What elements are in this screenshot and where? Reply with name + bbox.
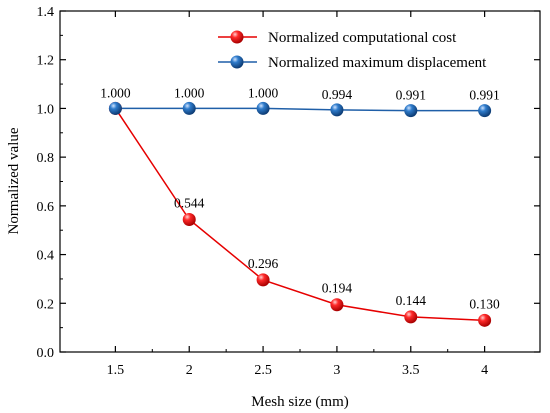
y-tick-label: 0.2 [37,297,55,312]
data-label-displacement: 0.991 [469,88,499,103]
data-point-displacement [404,104,418,118]
data-point-cost [404,310,418,324]
data-point-cost [256,273,270,287]
y-tick-label: 1.2 [37,54,55,69]
data-label-displacement: 1.000 [248,85,279,100]
data-point-cost [182,212,196,226]
data-label-displacement: 0.991 [396,88,426,103]
x-tick-label: 2 [186,363,193,378]
series-line-displacement [115,107,485,112]
data-label-displacement: 1.000 [174,85,205,100]
data-label-cost: 0.144 [396,293,427,308]
x-tick-label: 3 [333,363,340,378]
x-tick-label: 1.5 [107,363,125,378]
data-point-cost [478,313,492,327]
y-tick-label: 1.0 [37,102,55,117]
x-tick-label: 2.5 [254,363,272,378]
legend-label-cost: Normalized computational cost [268,30,457,46]
data-point-displacement [256,101,270,115]
legend-label-displacement: Normalized maximum displacement [268,55,487,71]
legend-marker-cost [230,30,244,44]
data-point-displacement [182,101,196,115]
y-tick-label: 0.0 [37,346,55,361]
x-tick-label: 3.5 [402,363,420,378]
data-label-cost: 0.130 [469,296,500,311]
y-tick-label: 1.4 [37,5,55,20]
y-tick-label: 0.8 [37,151,55,166]
y-axis-label: Normalized value [6,127,22,234]
data-label-displacement: 1.000 [100,85,131,100]
legend-marker-displacement [230,55,244,69]
series-line-cost [114,108,485,322]
x-axis-label: Mesh size (mm) [251,394,348,410]
data-label-displacement: 0.994 [322,87,353,102]
x-tick-label: 4 [481,363,488,378]
series-layer [108,101,492,327]
legend: Normalized computational cost Normalized… [218,30,487,71]
y-axis: 0.0 0.2 0.4 0.6 0.8 1.0 1.2 1.4 [37,5,540,361]
y-tick-label: 0.4 [37,249,55,264]
data-point-displacement [478,104,492,118]
data-labels: 1.000 1.000 1.000 0.994 0.991 0.991 0.544 0.296… [100,85,500,311]
data-label-cost: 0.194 [322,281,353,296]
data-point-displacement [108,101,122,115]
y-tick-label: 0.6 [37,200,55,215]
data-label-cost: 0.296 [248,256,279,271]
data-point-cost [330,298,344,312]
x-axis: 1.5 2 2.5 3 3.5 4 [107,11,488,378]
data-point-displacement [330,103,344,117]
data-label-cost: 0.544 [174,195,205,210]
